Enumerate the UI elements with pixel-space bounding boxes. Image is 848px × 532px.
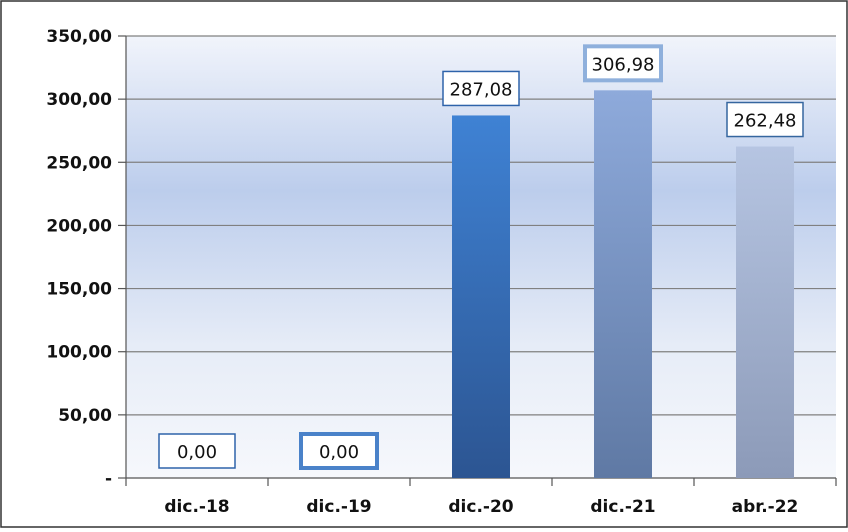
data-label-box — [726, 101, 804, 138]
y-tick-label: 250,00 — [46, 153, 112, 173]
data-label-box — [442, 70, 520, 107]
bar-abr.-22 — [736, 146, 794, 478]
data-label: 0,00 — [319, 442, 359, 463]
y-tick-label: - — [105, 469, 112, 489]
bar-dic.-21 — [594, 90, 652, 478]
y-tick-label: 150,00 — [46, 280, 112, 300]
data-labels: 0,00 0,00 287,08 306,98 262,48 — [158, 44, 804, 470]
y-tick-label: 100,00 — [46, 343, 112, 363]
y-tick-label: 300,00 — [46, 90, 112, 110]
x-tick-label: dic.-18 — [164, 497, 229, 517]
bar-dic.-20 — [452, 115, 510, 478]
y-tick-label: 200,00 — [46, 216, 112, 236]
data-label: 262,48 — [734, 111, 797, 132]
bars — [452, 90, 794, 478]
data-label: 287,08 — [450, 79, 513, 100]
x-tick-label: abr.-22 — [732, 497, 799, 517]
y-tick-label: 350,00 — [46, 27, 112, 47]
x-tick-label: dic.-21 — [590, 497, 655, 517]
data-label: 0,00 — [177, 442, 217, 463]
data-label: 306,98 — [592, 54, 655, 75]
x-tick-label: dic.-20 — [448, 497, 513, 517]
data-label-box — [299, 432, 379, 470]
data-label-box — [158, 433, 236, 469]
data-label-box — [583, 44, 663, 83]
y-tick-label: 50,00 — [58, 406, 112, 426]
axes: - 50,00 100,00 150,00 200,00 250,00 300,00 350,… — [46, 27, 837, 517]
x-tick-label: dic.-19 — [306, 497, 371, 517]
